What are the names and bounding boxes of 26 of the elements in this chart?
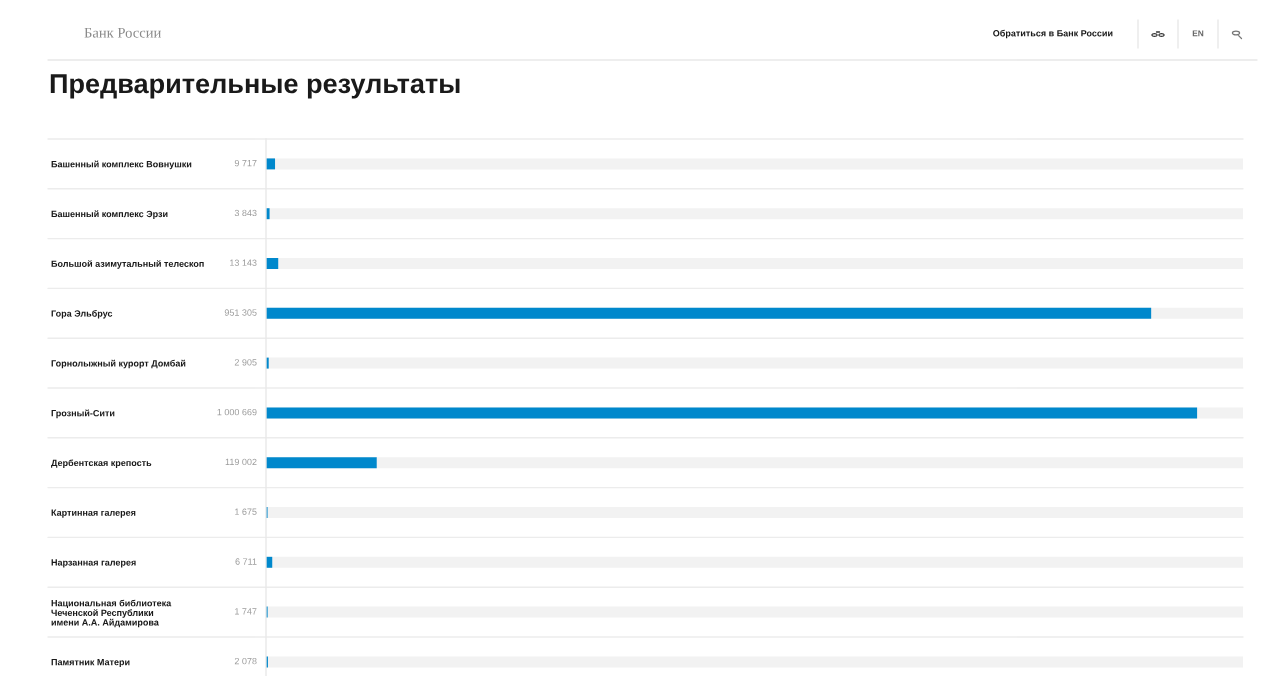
data-label: 13 143 <box>230 259 257 266</box>
y-tick-label: Башенный комплекс Эрзи <box>51 210 168 219</box>
data-label: 1 747 <box>235 608 257 615</box>
y-tick-label: Национальная библиотека Чеченской Республики имени А.А. Айдамирова <box>51 599 172 628</box>
data-label: 119 002 <box>225 458 257 466</box>
data-label: 1 000 669 <box>217 408 257 416</box>
data-label: 2 905 <box>234 359 257 366</box>
y-tick-label: Дербентская крепость <box>51 459 152 468</box>
text: Обратиться в Банк России <box>993 29 1113 39</box>
text: Банк России <box>84 27 161 38</box>
y-tick-label: Нарзанная галерея <box>51 559 136 568</box>
text: EN <box>1192 30 1204 37</box>
data-label: 951 305 <box>224 309 257 316</box>
data-label: 1 675 <box>235 508 257 515</box>
chart-title: Предварительные результаты <box>50 74 460 99</box>
data-label: 3 843 <box>234 209 257 217</box>
y-tick-label: Картинная галерея <box>51 509 136 518</box>
y-tick-label: Большой азимутальный телескоп <box>51 260 204 269</box>
y-tick-label: Памятник Матери <box>51 658 130 668</box>
y-tick-label: Горнолыжный курорт Домбай <box>51 359 186 369</box>
y-tick-label: Гора Эльбрус <box>51 309 113 319</box>
y-tick-label: Башенный комплекс Вовнушки <box>51 160 192 170</box>
data-label: 2 078 <box>234 657 257 665</box>
data-label: 6 711 <box>235 558 257 565</box>
data-label: 9 717 <box>234 159 257 167</box>
y-tick-label: Грозный-Сити <box>51 409 115 419</box>
